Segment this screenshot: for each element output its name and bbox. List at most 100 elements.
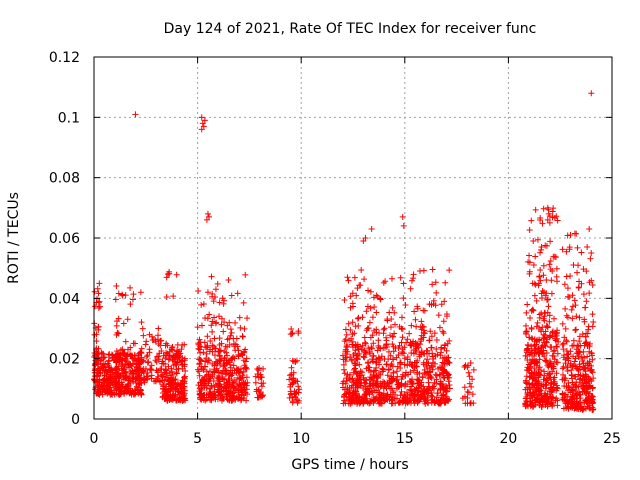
data-point — [203, 350, 210, 357]
data-point — [212, 320, 219, 327]
data-point — [127, 362, 134, 369]
data-point — [198, 396, 205, 403]
data-point — [287, 372, 294, 379]
data-point — [542, 328, 549, 335]
data-point — [156, 350, 163, 357]
data-point — [548, 360, 555, 367]
data-point — [160, 352, 167, 359]
data-point — [400, 222, 407, 229]
data-point — [538, 403, 545, 410]
data-point — [423, 347, 430, 354]
data-point — [289, 379, 296, 386]
data-point — [289, 357, 296, 364]
data-point — [573, 350, 580, 357]
data-point — [224, 336, 231, 343]
data-point — [362, 340, 369, 347]
data-point — [404, 397, 411, 404]
data-point — [144, 373, 151, 380]
data-point — [160, 360, 167, 367]
x-tick-label: 25 — [603, 431, 621, 447]
data-point — [418, 318, 425, 325]
data-point — [571, 358, 578, 365]
data-point — [218, 397, 225, 404]
data-point — [446, 385, 453, 392]
data-point — [540, 289, 547, 296]
data-point — [380, 366, 387, 373]
data-point — [439, 367, 446, 374]
data-point — [585, 326, 592, 333]
data-point — [414, 388, 421, 395]
data-point — [232, 341, 239, 348]
data-point — [385, 356, 392, 363]
data-point — [252, 379, 259, 386]
data-point — [260, 365, 267, 372]
data-point — [391, 309, 398, 316]
data-point — [548, 384, 555, 391]
data-point — [97, 357, 104, 364]
data-point — [367, 288, 374, 295]
data-point — [421, 366, 428, 373]
data-point — [103, 368, 110, 375]
data-point — [233, 335, 240, 342]
data-point — [432, 352, 439, 359]
data-point — [94, 360, 101, 367]
data-point — [354, 394, 361, 401]
data-point — [547, 266, 554, 273]
data-point — [589, 396, 596, 403]
data-point — [355, 314, 362, 321]
data-point — [586, 290, 593, 297]
data-point — [583, 389, 590, 396]
data-point — [356, 372, 363, 379]
data-point — [438, 301, 445, 308]
data-point — [464, 394, 471, 401]
data-point — [571, 297, 578, 304]
data-point — [116, 358, 123, 365]
data-point — [417, 341, 424, 348]
data-point — [364, 399, 371, 406]
data-point — [203, 368, 210, 375]
data-point — [378, 400, 385, 407]
data-point — [373, 387, 380, 394]
data-point — [92, 352, 99, 359]
data-point — [404, 356, 411, 363]
data-point — [345, 320, 352, 327]
data-point — [564, 293, 571, 300]
data-point — [129, 375, 136, 382]
data-point — [574, 244, 581, 251]
data-point — [196, 336, 203, 343]
data-point — [569, 363, 576, 370]
data-point — [540, 272, 547, 279]
data-point — [395, 399, 402, 406]
data-point — [402, 302, 409, 309]
data-point — [197, 391, 204, 398]
data-point — [414, 305, 421, 312]
data-point — [229, 355, 236, 362]
data-point — [529, 306, 536, 313]
data-point — [546, 318, 553, 325]
data-point — [287, 331, 294, 338]
data-point — [583, 298, 590, 305]
data-point — [164, 342, 171, 349]
data-point — [214, 358, 221, 365]
data-point — [564, 367, 571, 374]
data-point — [287, 391, 294, 398]
data-point — [572, 302, 579, 309]
y-tick-label: 0.02 — [49, 352, 80, 368]
data-point — [120, 320, 127, 327]
data-point — [163, 388, 170, 395]
data-point — [120, 351, 127, 358]
data-point — [550, 381, 557, 388]
data-point — [553, 382, 560, 389]
data-point — [220, 387, 227, 394]
data-point — [208, 273, 215, 280]
data-point — [367, 334, 374, 341]
data-point — [235, 353, 242, 360]
data-point — [526, 351, 533, 358]
data-point — [195, 340, 202, 347]
data-point — [528, 324, 535, 331]
data-point — [124, 380, 131, 387]
data-point — [371, 397, 378, 404]
data-point — [418, 326, 425, 333]
data-point — [375, 354, 382, 361]
data-point — [413, 363, 420, 370]
